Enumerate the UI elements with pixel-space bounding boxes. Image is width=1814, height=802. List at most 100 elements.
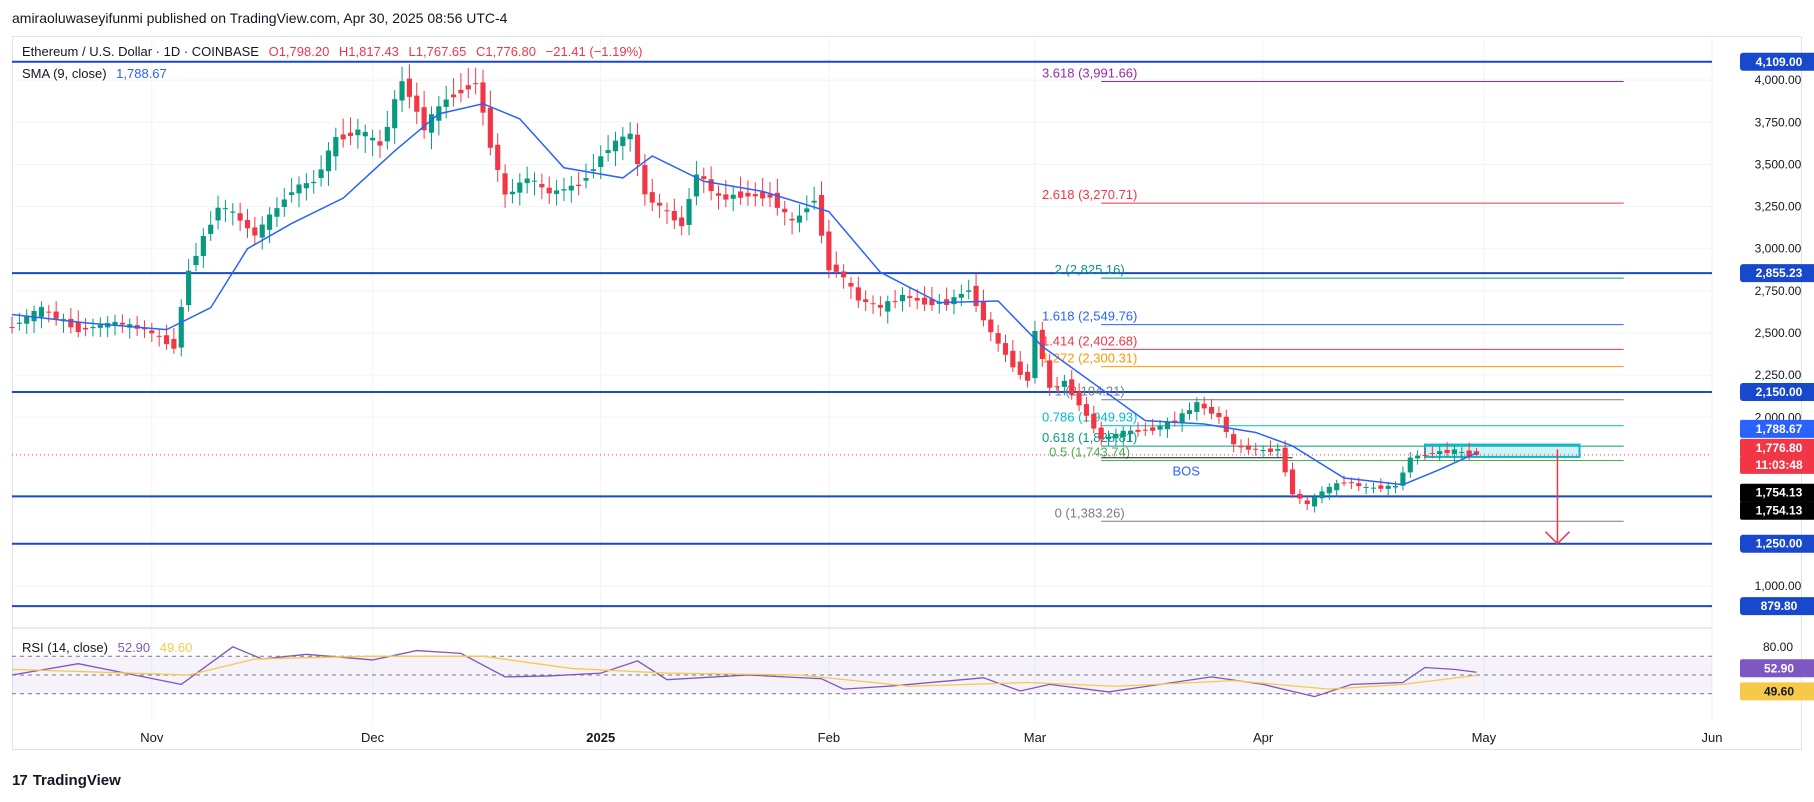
candle-body: [289, 192, 295, 195]
candle-body: [83, 327, 89, 330]
candle-body: [863, 299, 869, 303]
candle-body: [244, 220, 251, 229]
y-axis-tick-label: 3,500.00: [1755, 157, 1802, 171]
candle-body: [377, 141, 383, 146]
sma-legend[interactable]: SMA (9, close) 1,788.67: [22, 66, 167, 81]
fib-level-label: 1.618 (2,549.76): [1042, 309, 1137, 324]
candle-body: [1098, 427, 1104, 440]
candle-body: [1459, 452, 1465, 454]
rsi-line: [11, 646, 1477, 698]
fib-level-label: 1.272 (2,300.31): [1042, 351, 1137, 366]
candle-body: [554, 190, 560, 194]
candle-body: [509, 191, 516, 195]
candle-body: [193, 255, 199, 266]
candle-body: [347, 132, 354, 136]
candle-body: [1142, 429, 1148, 431]
candle-body: [1363, 486, 1369, 488]
candle-body: [75, 321, 81, 333]
candle-body: [458, 89, 464, 94]
candle-body: [1091, 413, 1097, 429]
candle-body: [612, 140, 619, 152]
level-price-tag-label: 4,109.00: [1756, 55, 1803, 69]
candle-body: [1194, 402, 1200, 412]
level-price-tag-label: 2,150.00: [1756, 385, 1803, 399]
candle-body: [649, 192, 655, 203]
candle-body: [473, 83, 479, 85]
rsi-value-tag-label: 52.90: [1764, 661, 1794, 675]
candle-body: [46, 311, 52, 313]
rsi-legend[interactable]: RSI (14, close) 52.90 49.60: [22, 640, 192, 655]
candle-body: [237, 213, 243, 221]
candle-body: [760, 192, 766, 199]
candle-body: [1275, 448, 1281, 451]
candle-body: [708, 179, 714, 192]
price-tag: [1740, 438, 1814, 457]
candle-body: [1120, 430, 1126, 438]
sma-value: 1,788.67: [116, 66, 167, 81]
candle-body: [1172, 420, 1178, 423]
candle-body: [362, 132, 368, 137]
price-tag-label: 1,776.80: [1756, 441, 1803, 455]
candle-body: [899, 294, 906, 302]
candle-body: [1451, 449, 1457, 454]
candle-body: [1267, 448, 1274, 452]
publisher-line: amiraoluwaseyifunmi published on Trading…: [12, 10, 508, 26]
candle-body: [730, 194, 736, 199]
x-axis-tick-label: Jun: [1702, 730, 1723, 745]
candle-body: [1113, 433, 1119, 439]
candle-body: [723, 194, 729, 200]
price-tag-label: 1,788.67: [1756, 422, 1803, 436]
candle-body: [1105, 436, 1112, 440]
candle-body: [524, 178, 530, 184]
symbol-title[interactable]: Ethereum / U.S. Dollar · 1D · COINBASE: [22, 44, 259, 59]
candle-body: [701, 176, 707, 180]
candle-body: [1282, 447, 1288, 473]
candle-body: [568, 185, 574, 191]
candle-body: [892, 301, 898, 303]
candle-body: [178, 307, 184, 348]
y-axis-tick-label: 1,000.00: [1755, 579, 1802, 593]
candle-body: [914, 298, 920, 301]
candle-body: [973, 285, 979, 307]
candle-body: [598, 156, 604, 167]
candle-body: [870, 303, 876, 305]
x-axis-tick-label: May: [1472, 730, 1497, 745]
x-axis-tick-label: Mar: [1024, 730, 1047, 745]
candle-body: [951, 297, 957, 305]
candle-body: [995, 333, 1001, 344]
rsi-ma-line: [11, 655, 1477, 690]
candle-body: [620, 136, 626, 146]
candle-body: [9, 326, 15, 328]
candle-body: [877, 304, 883, 308]
fib-level-label: 2.618 (3,270.71): [1042, 187, 1137, 202]
candle-body: [767, 194, 773, 198]
candle-body: [1002, 343, 1009, 355]
candle-body: [399, 81, 405, 101]
high-value: H1,817.43: [338, 44, 399, 59]
candle-body: [841, 271, 847, 278]
rsi-value: 52.90: [117, 640, 151, 655]
candle-body: [97, 324, 103, 328]
candle-body: [804, 208, 810, 213]
candle-body: [1054, 386, 1060, 388]
y-axis-tick-label: 2,250.00: [1755, 368, 1802, 382]
ohlc-legend: Ethereum / U.S. Dollar · 1D · COINBASE O…: [22, 44, 643, 59]
candle-body: [1260, 450, 1266, 452]
candle-body: [907, 296, 913, 298]
price-tag-label: 1,754.13: [1756, 486, 1803, 500]
candle-body: [1334, 483, 1340, 491]
candle-body: [966, 290, 972, 292]
candle-body: [495, 144, 501, 170]
level-price-tag: [1740, 534, 1814, 553]
tradingview-footer[interactable]: 17 TradingView: [12, 772, 121, 789]
candle-body: [686, 199, 692, 225]
candle-body: [1253, 448, 1259, 450]
candle-body: [958, 293, 964, 298]
candle-body: [1238, 445, 1244, 448]
level-price-tag: [1740, 52, 1814, 71]
candle-body: [355, 129, 361, 136]
candle-body: [318, 169, 324, 179]
candle-body: [450, 94, 457, 98]
candle-body: [1378, 485, 1384, 489]
